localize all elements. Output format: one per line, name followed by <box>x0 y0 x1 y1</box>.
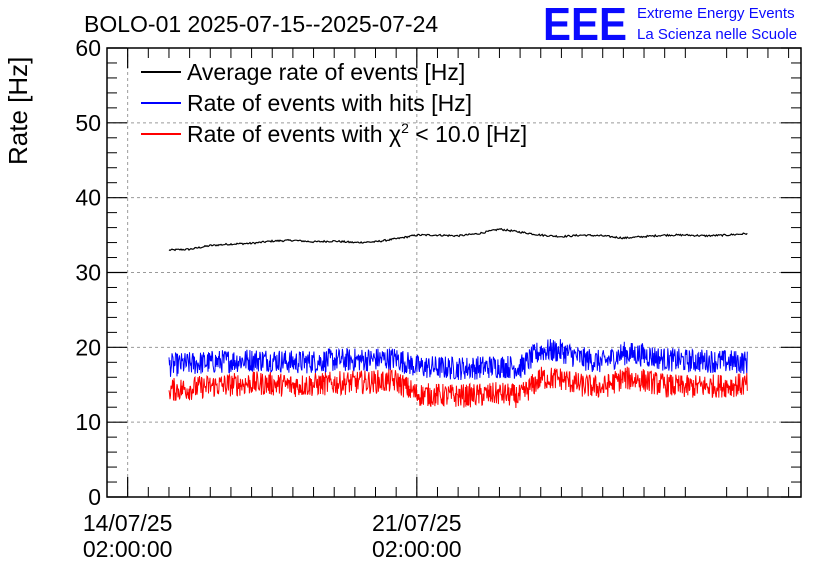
x-tick-label-time: 02:00:00 <box>83 536 173 562</box>
legend-chi2-prefix: Rate of events with <box>187 121 389 147</box>
average-rate-line <box>168 227 748 252</box>
legend-label-average: Average rate of events [Hz] <box>187 59 465 85</box>
legend-label-chi2: Rate of events with χ2 < 10.0 [Hz] <box>187 120 527 147</box>
tick-labels: 010203040506014/07/2502:00:0021/07/2502:… <box>75 35 461 562</box>
legend-label-hits: Rate of events with hits [Hz] <box>187 90 472 116</box>
x-tick-label-time: 02:00:00 <box>372 536 462 562</box>
eee-logo-mark: EEE <box>543 0 627 50</box>
legend-chi2-suffix: < 10.0 [Hz] <box>409 121 527 147</box>
plot-frame <box>106 47 802 498</box>
y-tick-label: 40 <box>75 185 101 211</box>
chart-title: BOLO-01 2025-07-15--2025-07-24 <box>84 11 438 37</box>
eee-logo: EEE Extreme Energy Events La Scienza nel… <box>543 0 797 50</box>
series-group <box>168 227 748 409</box>
chi2-rate-line <box>168 366 748 409</box>
y-axis-label: Rate [Hz] <box>3 57 33 165</box>
y-tick-label: 10 <box>75 409 101 435</box>
grid-lines <box>107 48 801 497</box>
y-tick-label: 60 <box>75 35 101 61</box>
y-tick-label: 0 <box>88 484 101 510</box>
legend: Average rate of events [Hz] Rate of even… <box>141 59 527 147</box>
y-tick-label: 20 <box>75 334 101 360</box>
eee-logo-line1: Extreme Energy Events <box>637 5 795 22</box>
legend-chi2-sup: 2 <box>401 120 409 136</box>
x-tick-label-date: 21/07/25 <box>372 510 462 536</box>
x-tick-label-date: 14/07/25 <box>83 510 173 536</box>
eee-logo-line2: La Scienza nelle Scuole <box>637 26 797 43</box>
y-tick-label: 30 <box>75 260 101 286</box>
hits-rate-line <box>168 338 748 381</box>
axes <box>106 47 802 498</box>
y-tick-label: 50 <box>75 110 101 136</box>
legend-chi2-symbol: χ <box>389 121 401 147</box>
